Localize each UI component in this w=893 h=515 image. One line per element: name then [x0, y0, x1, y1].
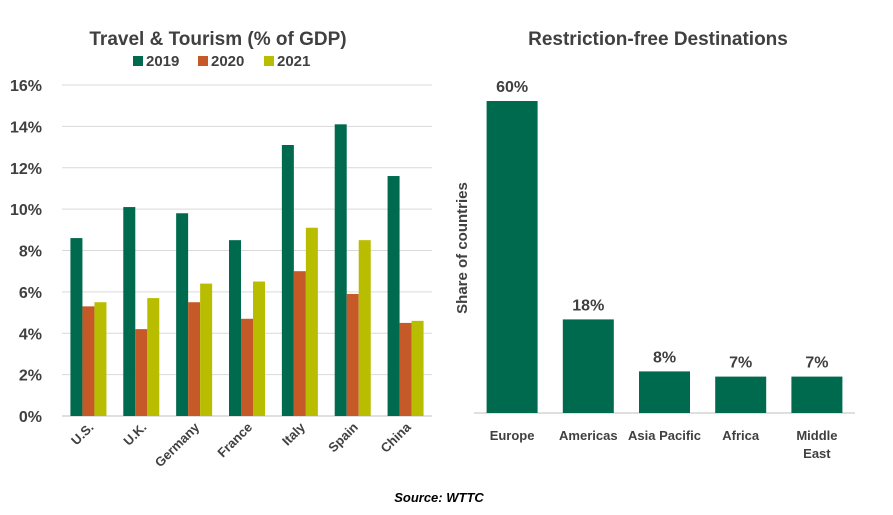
x-tick-label: East [803, 446, 831, 461]
right-chart-y-axis-label: Share of countries [454, 182, 471, 314]
y-tick-label: 2% [19, 368, 42, 385]
bar-spain-2020 [346, 293, 359, 416]
x-tick-label: Africa [722, 428, 760, 443]
tourism-gdp-chart: Travel & Tourism (% of GDP) 2019 2020 2021… [10, 29, 432, 470]
x-tick-label: Europe [490, 428, 535, 443]
x-tick-label: Spain [325, 419, 361, 455]
y-tick-label: 0% [19, 409, 42, 426]
legend-swatch-2019 [133, 56, 143, 66]
data-label: 7% [805, 355, 828, 372]
bar-china-2020 [399, 322, 412, 416]
bar-africa [715, 376, 767, 413]
x-tick-label: U.K. [120, 420, 149, 449]
x-tick-label: Middle [796, 428, 837, 443]
source-note: Source: WTTC [394, 490, 484, 505]
legend-label-2021: 2021 [277, 53, 310, 70]
bar-italy-2020 [293, 271, 306, 416]
legend-swatch-2020 [198, 56, 208, 66]
bar-asiapacific [639, 371, 690, 413]
data-label: 60% [496, 79, 528, 96]
legend-label-2019: 2019 [146, 53, 179, 70]
left-chart-title: Travel & Tourism (% of GDP) [89, 29, 346, 50]
bar-germany-2019 [176, 213, 189, 416]
y-tick-label: 8% [19, 244, 42, 261]
left-chart-bars [70, 124, 424, 417]
y-tick-label: 16% [10, 78, 42, 95]
x-tick-label: China [378, 419, 415, 456]
y-tick-label: 4% [19, 326, 42, 343]
y-tick-label: 6% [19, 285, 42, 302]
x-tick-label: Germany [152, 419, 203, 470]
legend-swatch-2021 [264, 56, 274, 66]
bar-spain-2019 [334, 124, 347, 417]
bar-us-2021 [94, 302, 107, 416]
y-tick-label: 10% [10, 202, 42, 219]
bar-france-2020 [241, 318, 253, 416]
bar-italy-2019 [281, 144, 294, 416]
bar-germany-2020 [188, 302, 201, 416]
x-tick-label: Italy [279, 419, 309, 449]
x-tick-label: Asia Pacific [628, 428, 701, 443]
bar-germany-2021 [200, 283, 213, 416]
y-tick-label: 12% [10, 161, 42, 178]
bar-americas [562, 319, 614, 413]
bar-spain-2021 [358, 240, 371, 416]
restriction-free-chart: Restriction-free Destinations Share of c… [454, 29, 855, 461]
bar-uk-2020 [135, 329, 148, 416]
right-chart-title: Restriction-free Destinations [528, 29, 788, 50]
right-chart-data-labels: 60% 18% 8% 7% 7% [496, 79, 828, 372]
bar-france-2019 [229, 240, 241, 416]
bar-europe [486, 101, 538, 413]
left-chart-y-axis: 0% 2% 4% 6% 8% 10% 12% 14% 16% [10, 78, 42, 426]
right-chart-x-axis: Europe Americas Asia Pacific Africa Middle Ea… [490, 428, 838, 461]
data-label: 8% [653, 349, 676, 366]
bar-uk-2019 [123, 207, 136, 416]
data-label: 7% [729, 355, 752, 372]
x-tick-label: U.S. [68, 420, 96, 448]
legend-label-2020: 2020 [211, 53, 244, 70]
bar-us-2019 [70, 238, 83, 416]
bar-uk-2021 [147, 298, 160, 416]
bar-middleeast [791, 376, 843, 413]
data-label: 18% [572, 297, 604, 314]
right-chart-bars [474, 101, 855, 414]
left-chart-x-axis: U.S. U.K. Germany France Italy Spain China [68, 419, 414, 470]
bar-china-2021 [411, 320, 424, 416]
bar-us-2020 [82, 306, 95, 416]
bar-france-2021 [253, 281, 265, 416]
left-chart-legend: 2019 2020 2021 [133, 53, 310, 70]
y-tick-label: 14% [10, 119, 42, 136]
x-tick-label: Americas [559, 428, 618, 443]
x-tick-label: France [214, 420, 255, 461]
bar-italy-2021 [305, 227, 318, 416]
bar-china-2019 [387, 176, 400, 416]
